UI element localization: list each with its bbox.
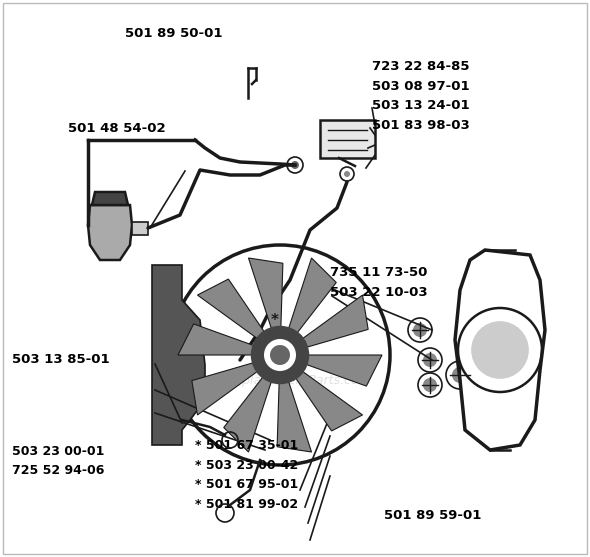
- Text: 725 52 94-06: 725 52 94-06: [12, 464, 104, 477]
- Circle shape: [264, 339, 296, 371]
- Polygon shape: [92, 192, 128, 205]
- Circle shape: [344, 171, 350, 177]
- Circle shape: [472, 322, 528, 378]
- Text: 503 13 85-01: 503 13 85-01: [12, 353, 109, 366]
- Polygon shape: [178, 324, 254, 355]
- Polygon shape: [88, 205, 132, 260]
- Text: 723 22 84-85: 723 22 84-85: [372, 60, 469, 74]
- Circle shape: [291, 161, 299, 169]
- Text: 501 48 54-02: 501 48 54-02: [68, 121, 165, 135]
- Polygon shape: [277, 382, 312, 452]
- Polygon shape: [306, 355, 382, 386]
- Circle shape: [452, 367, 468, 383]
- Circle shape: [270, 345, 290, 365]
- Text: *: *: [270, 313, 278, 328]
- Polygon shape: [455, 250, 545, 450]
- Polygon shape: [224, 377, 271, 452]
- Text: 501 89 50-01: 501 89 50-01: [125, 27, 223, 40]
- Polygon shape: [248, 258, 283, 329]
- FancyBboxPatch shape: [320, 120, 375, 158]
- Text: * 501 81 99-02: * 501 81 99-02: [195, 497, 298, 511]
- Text: * 503 23 00-42: * 503 23 00-42: [195, 458, 298, 472]
- Text: 503 08 97-01: 503 08 97-01: [372, 80, 469, 93]
- Text: 501 89 59-01: 501 89 59-01: [384, 509, 481, 522]
- Text: 503 13 24-01: 503 13 24-01: [372, 99, 469, 113]
- Polygon shape: [296, 372, 362, 431]
- Circle shape: [423, 378, 437, 392]
- Text: * 501 67 35-01: * 501 67 35-01: [195, 439, 298, 452]
- Circle shape: [252, 327, 308, 383]
- Text: 503 22 10-03: 503 22 10-03: [330, 286, 428, 299]
- Polygon shape: [289, 258, 336, 333]
- Circle shape: [423, 353, 437, 367]
- Text: 503 23 00-01: 503 23 00-01: [12, 444, 104, 458]
- Text: eReplacementParts.com: eReplacementParts.com: [219, 374, 371, 387]
- Circle shape: [413, 323, 427, 337]
- Polygon shape: [198, 279, 264, 339]
- Polygon shape: [192, 363, 257, 415]
- Polygon shape: [303, 295, 368, 347]
- Text: 501 83 98-03: 501 83 98-03: [372, 119, 470, 132]
- Polygon shape: [132, 222, 148, 235]
- Polygon shape: [152, 265, 205, 445]
- Text: * 501 67 95-01: * 501 67 95-01: [195, 478, 298, 491]
- Text: 735 11 73-50: 735 11 73-50: [330, 266, 428, 280]
